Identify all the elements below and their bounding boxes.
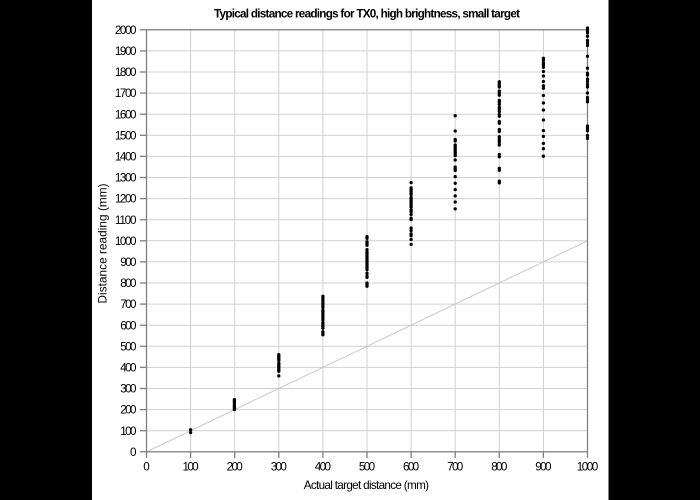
svg-text:500: 500 (120, 340, 137, 353)
svg-text:1000: 1000 (577, 460, 599, 473)
svg-text:900: 900 (120, 256, 137, 269)
svg-text:500: 500 (359, 460, 376, 473)
svg-text:100: 100 (120, 425, 137, 438)
svg-text:1900: 1900 (115, 45, 137, 58)
svg-text:800: 800 (491, 460, 508, 473)
svg-text:Distance reading (mm): Distance reading (mm) (96, 183, 109, 303)
svg-text:1500: 1500 (115, 129, 137, 142)
svg-text:1200: 1200 (115, 193, 137, 206)
svg-text:700: 700 (120, 298, 137, 311)
svg-text:Typical distance readings for: Typical distance readings for TX0, high … (214, 8, 520, 21)
svg-text:700: 700 (447, 460, 464, 473)
svg-text:600: 600 (403, 460, 420, 473)
svg-text:600: 600 (120, 319, 137, 332)
svg-text:1800: 1800 (115, 66, 137, 79)
svg-text:300: 300 (271, 460, 288, 473)
svg-text:1700: 1700 (115, 87, 137, 100)
svg-text:400: 400 (120, 362, 137, 375)
svg-text:1400: 1400 (115, 151, 137, 164)
svg-text:1100: 1100 (115, 214, 137, 227)
svg-text:900: 900 (535, 460, 552, 473)
svg-text:1300: 1300 (115, 172, 137, 185)
svg-text:0: 0 (130, 446, 137, 459)
svg-text:1600: 1600 (115, 108, 137, 121)
svg-text:2000: 2000 (115, 24, 137, 37)
svg-text:Actual target distance (mm): Actual target distance (mm) (304, 479, 429, 492)
svg-text:200: 200 (227, 460, 244, 473)
svg-text:0: 0 (143, 460, 150, 473)
svg-text:300: 300 (120, 383, 137, 396)
svg-text:800: 800 (120, 277, 137, 290)
svg-text:100: 100 (183, 460, 200, 473)
svg-text:1000: 1000 (115, 235, 137, 248)
svg-text:400: 400 (315, 460, 332, 473)
svg-text:200: 200 (120, 404, 137, 417)
